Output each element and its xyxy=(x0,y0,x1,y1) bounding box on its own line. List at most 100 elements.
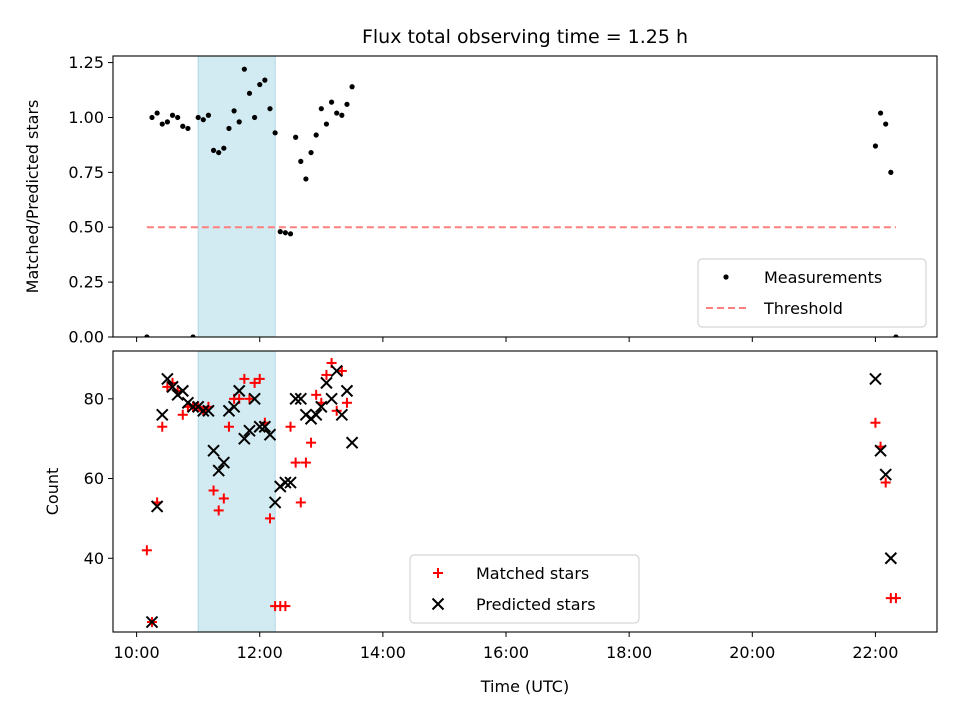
matched-point xyxy=(285,421,296,432)
matched-point xyxy=(213,505,224,516)
y-tick-label: 0.50 xyxy=(68,218,104,237)
x-tick-label: 10:00 xyxy=(114,643,160,662)
measurement-point xyxy=(883,121,889,127)
predicted-point xyxy=(150,500,164,513)
matched-point xyxy=(265,513,276,524)
y-tick-label: 0.75 xyxy=(68,163,104,182)
y-axis-label: Count xyxy=(43,468,62,516)
predicted-point xyxy=(335,408,349,421)
predicted-point xyxy=(227,400,241,414)
measurement-point xyxy=(216,149,222,156)
measurement-point xyxy=(180,123,186,129)
legend-label: Measurements xyxy=(764,268,882,287)
measurement-point xyxy=(303,176,309,182)
legend: Measurements Threshold xyxy=(697,258,927,328)
measurement-point xyxy=(334,110,340,116)
y-tick-label: 0.25 xyxy=(68,273,104,292)
x-tick-label: 14:00 xyxy=(360,643,406,662)
predicted-point xyxy=(263,428,277,441)
measurement-point xyxy=(893,334,899,337)
matched-point xyxy=(177,409,188,420)
measurement-point xyxy=(149,114,155,121)
measurement-point xyxy=(210,147,217,153)
plot-area xyxy=(141,357,901,629)
measurement-point xyxy=(328,99,335,105)
measurement-point xyxy=(205,112,212,118)
measurement-point xyxy=(267,106,273,112)
measurement-point xyxy=(257,81,263,88)
legend-matched-swatch xyxy=(433,568,443,578)
matched-point xyxy=(162,381,173,392)
matched-point xyxy=(336,365,347,376)
matched-point xyxy=(311,389,322,400)
matched-point xyxy=(321,369,332,380)
x-tick-label: 20:00 xyxy=(729,643,775,662)
measurement-point xyxy=(159,121,165,127)
predicted-point xyxy=(279,476,292,489)
predicted-point xyxy=(217,456,231,469)
measurement-point xyxy=(169,112,176,118)
measurement-point xyxy=(308,149,314,156)
matched-point xyxy=(254,373,265,384)
measurement-point xyxy=(272,130,278,136)
matched-point xyxy=(218,493,229,504)
predicted-point xyxy=(268,496,282,509)
axes-frame xyxy=(112,55,938,338)
predicted-point xyxy=(207,444,220,457)
predicted-point xyxy=(309,408,323,421)
measurement-point xyxy=(872,143,879,149)
measurement-point xyxy=(221,145,227,151)
measurement-point xyxy=(293,134,299,140)
matched-point xyxy=(141,545,152,556)
matched-point xyxy=(223,421,234,432)
measurement-point xyxy=(298,158,304,164)
legend: Matched stars Predicted stars xyxy=(409,554,640,624)
matched-point xyxy=(290,457,301,468)
measurement-point xyxy=(226,125,232,132)
measurement-point xyxy=(246,90,253,96)
x-tick-label: 18:00 xyxy=(606,643,652,662)
y-tick-label: 1.25 xyxy=(68,53,104,72)
x-tick-label: 16:00 xyxy=(483,643,529,662)
matched-point xyxy=(295,497,306,508)
measurement-point xyxy=(231,108,237,114)
legend-box xyxy=(697,258,927,328)
predicted-point xyxy=(156,408,169,421)
matched-point xyxy=(157,421,168,432)
y-tick-label: 0.00 xyxy=(68,328,104,347)
predicted-point xyxy=(258,420,272,433)
legend-label: Matched stars xyxy=(476,564,589,583)
predicted-point xyxy=(233,384,246,398)
matched-point xyxy=(239,373,250,384)
highlight-span xyxy=(197,55,276,338)
predicted-point xyxy=(253,420,266,433)
matched-point xyxy=(280,601,291,612)
measurement-point xyxy=(877,110,884,116)
predicted-point xyxy=(289,392,302,406)
legend-box xyxy=(409,554,640,624)
predicted-point xyxy=(166,380,179,394)
predicted-point xyxy=(874,444,887,457)
measurement-point xyxy=(164,119,170,125)
x-tick-label: 12:00 xyxy=(237,643,283,662)
predicted-point xyxy=(176,384,189,398)
measurement-point xyxy=(318,106,324,112)
predicted-point xyxy=(325,392,338,406)
measurement-point xyxy=(282,230,288,236)
measurement-point xyxy=(339,112,345,118)
measurement-point xyxy=(344,101,350,107)
measurement-point xyxy=(236,119,242,125)
axes-frame xyxy=(112,350,938,633)
measurement-point xyxy=(185,125,191,132)
measurement-point xyxy=(287,231,294,237)
matched-point xyxy=(306,437,317,448)
top-axes: 0.00 0.25 0.50 0.75 1.00 1.25 Matched/Predicte… xyxy=(23,53,938,347)
predicted-point xyxy=(212,464,225,477)
predicted-point xyxy=(238,432,251,445)
matched-point xyxy=(244,393,255,404)
predicted-point xyxy=(202,404,215,417)
predicted-point xyxy=(197,404,210,417)
measurement-point xyxy=(200,117,206,123)
legend-label: Predicted stars xyxy=(476,595,596,614)
